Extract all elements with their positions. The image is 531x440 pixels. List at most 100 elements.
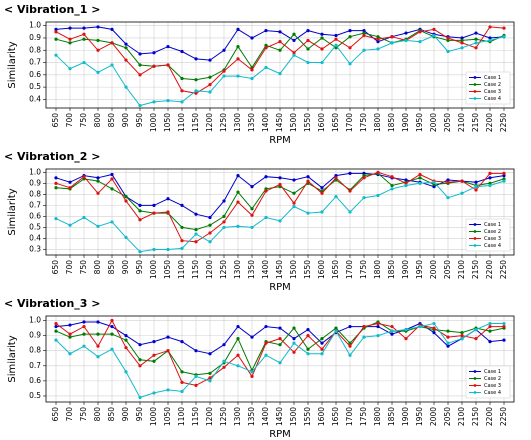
data-point bbox=[306, 347, 310, 351]
data-point bbox=[208, 240, 212, 244]
data-point bbox=[110, 347, 114, 351]
data-point bbox=[474, 37, 478, 41]
data-point bbox=[404, 178, 408, 182]
data-point bbox=[264, 65, 268, 70]
data-point bbox=[54, 338, 58, 342]
x-tick-label: 1250 bbox=[219, 260, 228, 279]
data-point bbox=[110, 324, 114, 329]
data-point bbox=[264, 353, 268, 357]
data-point bbox=[376, 324, 380, 329]
legend-marker bbox=[473, 97, 477, 100]
x-tick-label: 1700 bbox=[345, 113, 354, 132]
data-point bbox=[404, 327, 408, 332]
y-tick-label: 0.6 bbox=[29, 376, 41, 385]
y-tick-label: 1.0 bbox=[29, 21, 41, 30]
data-point bbox=[124, 85, 128, 89]
data-point bbox=[320, 341, 324, 345]
x-tick-label: 2000 bbox=[429, 260, 438, 279]
x-tick-label: 800 bbox=[93, 260, 102, 275]
data-point bbox=[166, 388, 170, 392]
data-point bbox=[110, 332, 114, 336]
data-point bbox=[334, 174, 338, 178]
data-point bbox=[166, 197, 170, 201]
data-point bbox=[278, 30, 282, 34]
legend-marker bbox=[473, 90, 477, 93]
x-tick-label: 750 bbox=[79, 407, 88, 422]
x-tick-label: 650 bbox=[51, 260, 60, 275]
x-tick-label: 2050 bbox=[443, 407, 452, 426]
x-tick-label: 1650 bbox=[331, 260, 340, 279]
data-point bbox=[264, 46, 268, 50]
data-point bbox=[348, 344, 352, 348]
data-point bbox=[236, 44, 240, 49]
x-tick-label: 1000 bbox=[149, 407, 158, 426]
data-point bbox=[362, 31, 366, 35]
data-point bbox=[488, 324, 492, 329]
data-point bbox=[306, 175, 310, 179]
data-point bbox=[460, 38, 464, 43]
y-axis-label: Similarity bbox=[7, 41, 18, 88]
x-tick-label: 1800 bbox=[373, 260, 382, 279]
x-tick-label: 2100 bbox=[457, 407, 466, 426]
data-point bbox=[152, 100, 156, 104]
x-tick-label: 2000 bbox=[429, 113, 438, 132]
x-tick-label: 1900 bbox=[401, 113, 410, 132]
data-point bbox=[96, 344, 100, 348]
x-tick-label: 1850 bbox=[387, 113, 396, 132]
data-point bbox=[180, 225, 184, 230]
data-point bbox=[54, 324, 58, 329]
data-point bbox=[292, 191, 296, 195]
data-point bbox=[180, 239, 184, 243]
data-point bbox=[348, 29, 352, 33]
data-point bbox=[82, 215, 86, 220]
data-point bbox=[474, 185, 478, 189]
data-point bbox=[320, 337, 324, 341]
data-point bbox=[180, 100, 184, 104]
data-point bbox=[208, 75, 212, 79]
data-point bbox=[264, 215, 268, 220]
x-tick-label: 1350 bbox=[247, 260, 256, 279]
data-point bbox=[362, 176, 366, 180]
legend-marker bbox=[473, 370, 477, 373]
data-point bbox=[250, 207, 254, 211]
data-point bbox=[334, 326, 338, 330]
x-tick-label: 1700 bbox=[345, 407, 354, 426]
data-point bbox=[180, 380, 184, 384]
x-tick-label: 1200 bbox=[205, 260, 214, 279]
data-point bbox=[236, 27, 240, 31]
legend-label: Case 3 bbox=[484, 89, 501, 95]
data-point bbox=[208, 83, 212, 87]
data-point bbox=[334, 37, 338, 41]
x-tick-label: 1250 bbox=[219, 113, 228, 132]
data-point bbox=[180, 340, 184, 344]
data-point bbox=[250, 335, 254, 339]
data-point bbox=[278, 48, 282, 52]
data-point bbox=[152, 340, 156, 344]
x-tick-label: 1300 bbox=[233, 260, 242, 279]
x-tick-label: 1300 bbox=[233, 407, 242, 426]
data-point bbox=[390, 41, 394, 45]
data-point bbox=[320, 32, 324, 36]
y-tick-label: 0.9 bbox=[29, 331, 41, 340]
x-tick-label: 1100 bbox=[177, 260, 186, 279]
data-point bbox=[502, 179, 506, 183]
data-point bbox=[194, 232, 198, 236]
data-point bbox=[222, 225, 226, 230]
data-point bbox=[54, 53, 58, 57]
y-tick-label: 0.8 bbox=[29, 45, 41, 54]
data-point bbox=[82, 32, 86, 36]
data-point bbox=[446, 335, 450, 339]
data-point bbox=[250, 185, 254, 189]
x-tick-label: 1400 bbox=[261, 407, 270, 426]
data-point bbox=[194, 212, 198, 216]
y-tick-label: 0.8 bbox=[29, 189, 41, 198]
data-point bbox=[138, 63, 142, 67]
data-point bbox=[460, 334, 464, 338]
data-point bbox=[124, 235, 128, 239]
x-tick-label: 1100 bbox=[177, 113, 186, 132]
data-point bbox=[68, 180, 72, 184]
data-point bbox=[362, 48, 366, 52]
data-point bbox=[446, 49, 450, 54]
data-point bbox=[194, 349, 198, 353]
x-tick-label: 800 bbox=[93, 407, 102, 422]
